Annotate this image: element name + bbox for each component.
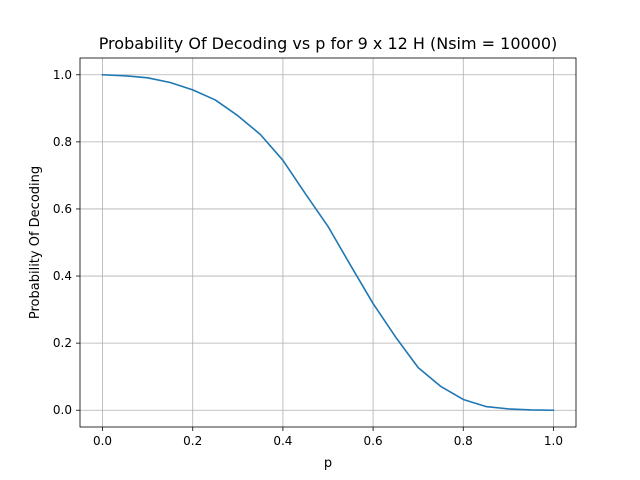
grid-layer: [80, 58, 576, 427]
y-tick-label: 0.2: [53, 336, 72, 350]
series-line: [101, 73, 555, 412]
y-tick-label: 0.6: [53, 202, 72, 216]
y-tick-label: 0.4: [53, 269, 72, 283]
x-tick-label: 1.0: [544, 434, 563, 448]
y-tick-label: 1.0: [53, 68, 72, 82]
plot-frame: [79, 57, 577, 428]
x-axis-label: p: [324, 456, 332, 471]
y-tick-label: 0.0: [53, 403, 72, 417]
x-tick-label: 0.2: [183, 434, 202, 448]
x-tick-label: 0.8: [454, 434, 473, 448]
x-tick-label: 0.6: [364, 434, 383, 448]
y-axis-label: Probability Of Decoding: [28, 166, 43, 319]
series-layer: [101, 73, 555, 412]
x-tick-label: 0.4: [273, 434, 292, 448]
tick-layer: 0.0 0.2 0.4 0.6 0.8 1.0 0.0 0.2 0.4 0.6 0.8 1.0: [53, 68, 563, 448]
y-tick-label: 0.8: [53, 135, 72, 149]
x-tick-label: 0.0: [93, 434, 112, 448]
chart-title: Probability Of Decoding vs p for 9 x 12 …: [99, 34, 558, 53]
